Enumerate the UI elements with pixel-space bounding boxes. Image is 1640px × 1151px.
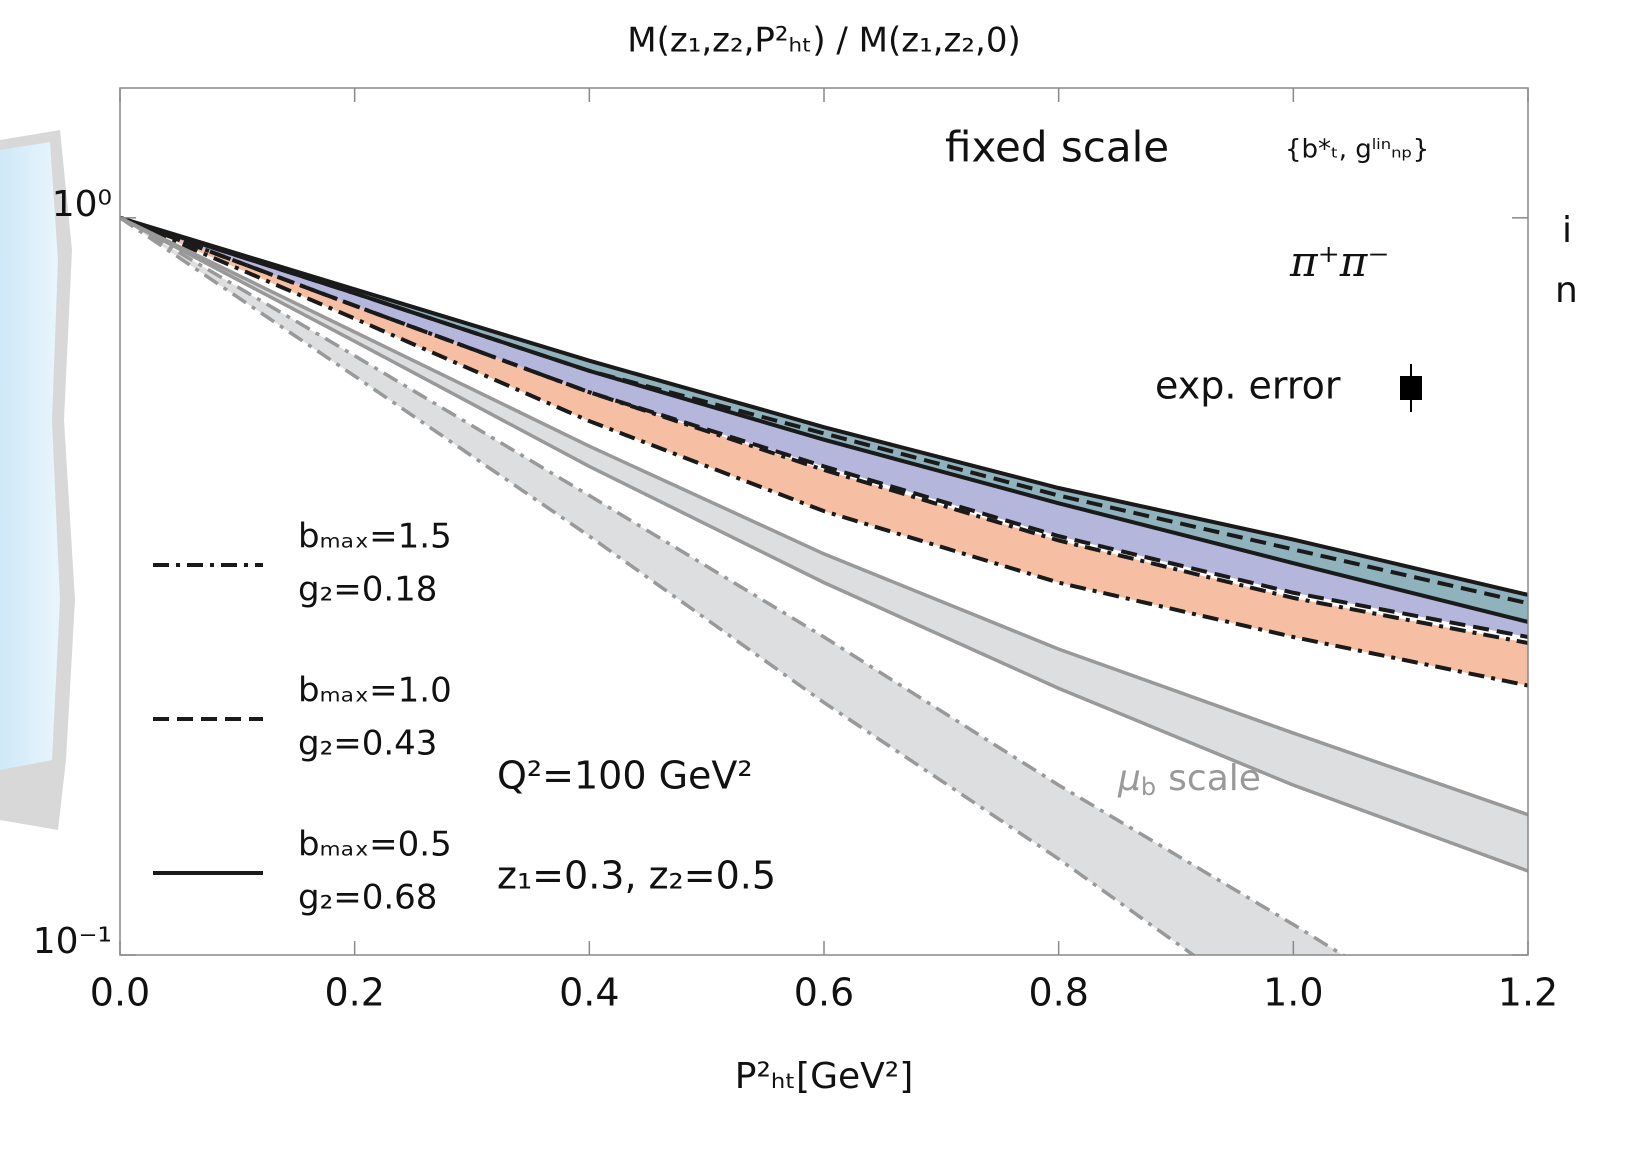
edge-text: i [1562,210,1572,251]
annotation: exp. error [1155,364,1341,408]
x-tick-label: 0.8 [1028,971,1088,1015]
line [120,216,1347,955]
line [120,216,1528,873]
x-axis-label: P²ₕₜ[GeV²] [735,1056,914,1097]
annotation: μb scale [1117,758,1261,801]
plot-area [120,215,1528,955]
line [120,215,1528,688]
x-tick-label: 0.0 [90,971,150,1015]
annotation-subscript: b [1141,773,1156,801]
chart-title: M(z₁,z₂,P²ₕₜ) / M(z₁,z₂,0) [627,21,1020,61]
y-tick-label: 10⁰ [52,184,112,225]
band [120,217,1528,872]
line [120,216,1528,817]
band [120,217,1528,622]
annotation: π⁺π⁻ [1289,237,1390,286]
x-tick-label: 1.2 [1498,971,1558,1015]
x-tick-label: 0.4 [559,971,619,1015]
line [120,215,1528,597]
annotation-text: scale [1168,758,1261,799]
edge-text: n [1555,270,1578,311]
legend-label: bₘₐₓ=1.0 [298,671,452,711]
annotation: fixed scale [945,123,1169,172]
legend-label: g₂=0.43 [298,724,437,764]
legend-label: g₂=0.68 [298,878,437,918]
line [120,215,1528,606]
x-tick-label: 1.0 [1263,971,1323,1015]
error-marker-icon [1400,376,1422,400]
legend-label: bₘₐₓ=0.5 [298,825,452,865]
band [120,217,1343,955]
x-tick-label: 0.6 [794,971,854,1015]
annotation: z₁=0.3, z₂=0.5 [497,854,776,898]
annotation: Q²=100 GeV² [497,754,753,798]
legend-label: bₘₐₓ=1.5 [298,517,452,557]
decoration [0,142,60,770]
annotation-symbol: μ [1117,758,1141,799]
annotation: {b*ₜ, gˡⁱⁿₙₚ} [1285,135,1429,165]
line [120,215,1528,645]
line [120,216,1197,955]
y-tick-label: 10⁻¹ [33,921,112,962]
band [120,217,1528,686]
legend-label: g₂=0.18 [298,570,437,610]
x-tick-label: 0.2 [324,971,384,1015]
